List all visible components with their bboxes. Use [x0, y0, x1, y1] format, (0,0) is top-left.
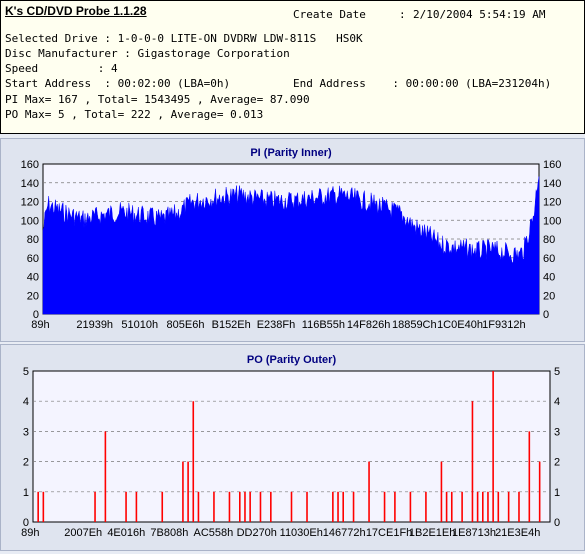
x-tick-label: 116B55h [302, 319, 345, 331]
po-chart: PO (Parity Outer) 0 0 1 1 2 2 3 3 4 4 5 5 89h 2007Eh 4E… [21, 354, 560, 539]
y-tick-label-left: 0 [23, 517, 29, 529]
x-tick-label: 17CE1Fh [366, 527, 412, 539]
y-tick-label-left: 60 [27, 253, 39, 265]
y-tick-label-right: 1 [554, 487, 560, 499]
x-tick-label: 14F826h [347, 319, 390, 331]
y-tick-label-right: 40 [543, 272, 555, 284]
info-panel: K's CD/DVD Probe 1.1.28 Create Date : 2/… [0, 0, 585, 134]
y-tick-label-left: 0 [33, 309, 39, 321]
y-tick-label-right: 160 [543, 159, 561, 171]
x-tick-label: 21E3E4h [495, 527, 540, 539]
pi-area-series [42, 176, 540, 315]
x-tick-label: E238Fh [257, 319, 296, 331]
start-address: Start Address : 00:02:00 (LBA=0h) [5, 77, 231, 90]
x-tick-label: 1B2E1Eh [409, 527, 455, 539]
y-tick-label-right: 3 [554, 426, 560, 438]
x-tick-label: 146772h [323, 527, 366, 539]
y-tick-label-right: 80 [543, 234, 555, 246]
y-tick-label-right: 0 [554, 517, 560, 529]
chart-title: PI (Parity Inner) [250, 147, 332, 159]
y-tick-label-right: 5 [554, 366, 560, 378]
y-tick-label-left: 80 [27, 234, 39, 246]
y-tick-label-left: 40 [27, 272, 39, 284]
y-tick-label-left: 1 [23, 487, 29, 499]
y-tick-label-right: 60 [543, 253, 555, 265]
y-tick-label-left: 100 [21, 215, 39, 227]
disc-manufacturer: Disc Manufacturer : Gigastorage Corporat… [5, 47, 290, 60]
y-tick-label-left: 3 [23, 426, 29, 438]
x-tick-label: B152Eh [212, 319, 251, 331]
x-tick-label: 2007Eh [64, 527, 102, 539]
pi-chart: PI (Parity Inner) 0 0 20 20 40 40 60 60 80 80 100 10… [21, 147, 562, 331]
x-tick-label: 1F9312h [482, 319, 525, 331]
po-chart-panel: PO (Parity Outer) 0 0 1 1 2 2 3 3 4 4 5 5 89h 2007Eh 4E… [0, 344, 585, 551]
x-tick-label: AC558h [193, 527, 233, 539]
y-tick-label-right: 0 [543, 309, 549, 321]
pi-chart-panel: PI (Parity Inner) 0 0 20 20 40 40 60 60 80 80 100 10… [0, 138, 585, 342]
y-tick-label-right: 4 [554, 396, 560, 408]
y-tick-label-right: 2 [554, 457, 560, 469]
y-tick-label-left: 120 [21, 197, 39, 209]
x-tick-label: 805E6h [167, 319, 205, 331]
end-address: End Address : 00:00:00 (LBA=231204h) [293, 77, 552, 90]
speed: Speed : 4 [5, 62, 118, 75]
pi-summary: PI Max= 167 , Total= 1543495 , Average= … [5, 93, 310, 106]
x-tick-label: 89h [31, 319, 49, 331]
x-tick-label: 11030Eh [280, 527, 323, 539]
y-tick-label-left: 20 [27, 290, 39, 302]
x-tick-label: 18859Ch [392, 319, 437, 331]
app-title: K's CD/DVD Probe 1.1.28 [5, 4, 147, 18]
po-summary: PO Max= 5 , Total= 222 , Average= 0.013 [5, 108, 264, 121]
y-tick-label-right: 100 [543, 215, 561, 227]
selected-drive: Selected Drive : 1-0-0-0 LITE-ON DVDRW L… [5, 32, 363, 45]
y-tick-label-left: 5 [23, 366, 29, 378]
y-tick-label-right: 120 [543, 197, 561, 209]
x-tick-label: DD270h [237, 527, 277, 539]
x-tick-label: 7B808h [150, 527, 188, 539]
y-tick-label-left: 160 [21, 159, 39, 171]
x-tick-label: 1E8713h [452, 527, 496, 539]
x-tick-label: 1C0E40h [437, 319, 483, 331]
y-tick-label-right: 20 [543, 290, 555, 302]
create-date-value: 2/10/2004 5:54:19 AM [413, 8, 546, 21]
x-tick-label: 89h [21, 527, 39, 539]
create-date-label: Create Date [293, 8, 366, 21]
x-tick-label: 4E016h [107, 527, 145, 539]
y-tick-label-left: 2 [23, 457, 29, 469]
y-tick-label-left: 140 [21, 178, 39, 190]
y-tick-label-left: 4 [23, 396, 29, 408]
x-tick-label: 21939h [76, 319, 113, 331]
x-tick-label: 51010h [121, 319, 158, 331]
create-date-colon: : [399, 8, 406, 21]
chart-title: PO (Parity Outer) [247, 354, 337, 366]
y-tick-label-right: 140 [543, 178, 561, 190]
